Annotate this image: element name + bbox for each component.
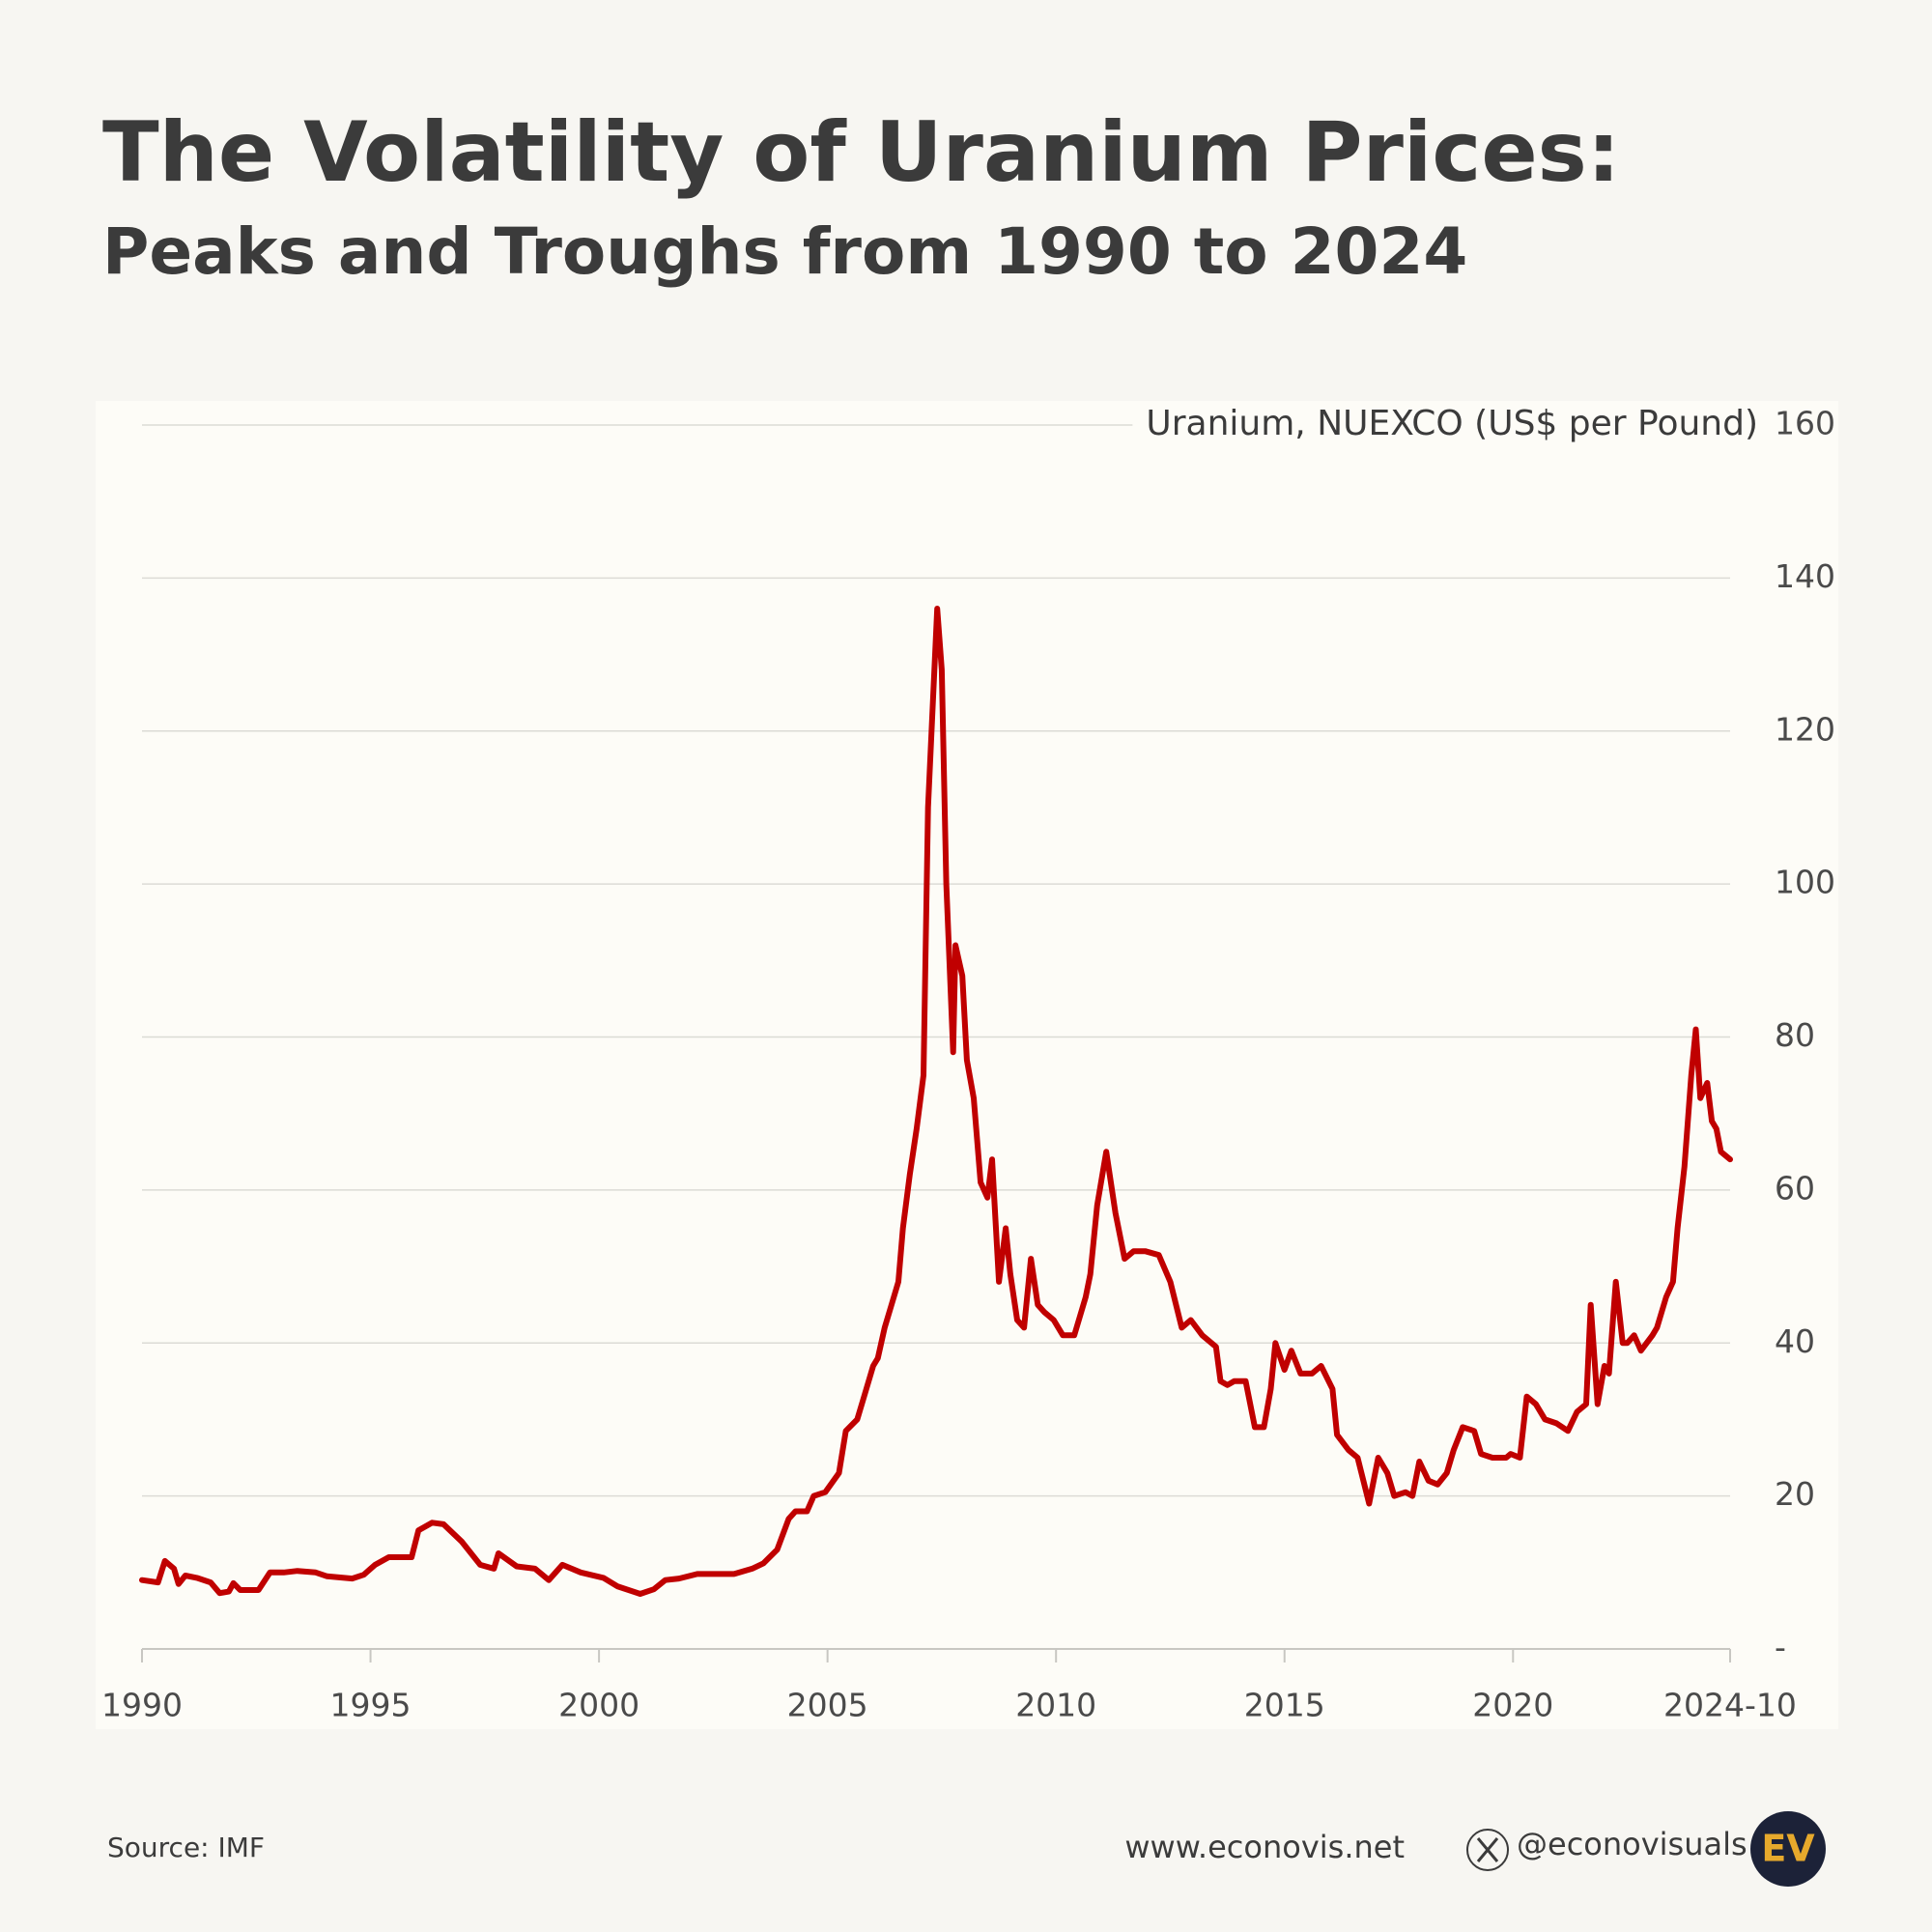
y-axis-label: Uranium, NUEXCO (US$ per Pound) [1146,404,1758,443]
x-tick-label: 1995 [330,1687,412,1724]
website: www.econovis.net [1124,1829,1405,1865]
y-tick-label: 20 [1775,1475,1815,1513]
y-tick-label: 140 [1775,557,1835,595]
x-tick-label: 2005 [787,1687,868,1724]
y-tick-label: 120 [1775,710,1835,748]
price-line [139,606,1733,1597]
y-tick-label: 80 [1775,1016,1815,1054]
y-tick-label: - [1775,1629,1786,1666]
chart-subtitle: Peaks and Troughs from 1990 to 2024 [102,214,1467,289]
x-tick-label: 2010 [1015,1687,1096,1724]
x-tick-label: 2024-10 [1663,1687,1797,1724]
y-tick-label: 160 [1775,405,1835,442]
y-tick-label: 100 [1775,864,1835,901]
x-tick-label: 2020 [1472,1687,1553,1724]
x-tick-label: 1990 [101,1687,183,1724]
logo-badge [1750,1811,1826,1887]
logo: EV [1761,1828,1815,1870]
x-tick-label: 2000 [558,1687,639,1724]
x-tick-label: 2015 [1244,1687,1325,1724]
y-tick-label: 60 [1775,1169,1815,1207]
handle: @econovisuals [1517,1826,1747,1862]
y-tick-label: 40 [1775,1322,1815,1360]
x-icon [1466,1829,1509,1871]
source: Source: IMF [107,1832,265,1863]
chart-title: The Volatility of Uranium Prices: [102,104,1620,201]
